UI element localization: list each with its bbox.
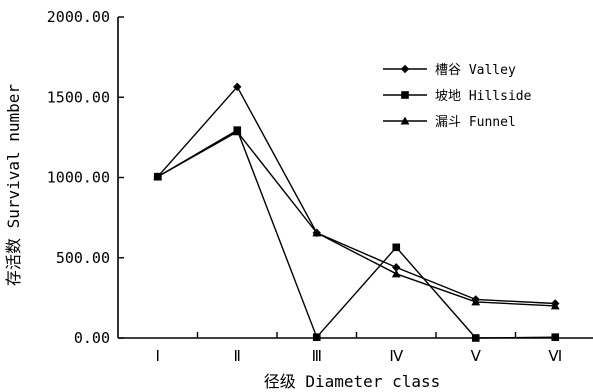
diamond-marker: [233, 82, 242, 92]
triangle-marker: [312, 228, 322, 237]
axes: [117, 17, 593, 339]
x-tick-label: Ⅲ: [312, 347, 322, 365]
square-marker: [551, 333, 560, 341]
triangle-marker: [391, 269, 401, 278]
y-axis-ticks: 0.00 500.00 1000.00 1500.00 2000.00: [47, 8, 124, 347]
triangle-marker: [471, 297, 481, 306]
y-tick-label: 1500.00: [47, 88, 110, 106]
series-line: [157, 129, 556, 339]
y-tick-label: 0.00: [74, 329, 110, 347]
series-square: [153, 126, 560, 342]
triangle-marker: [232, 127, 242, 136]
diamond-marker: [392, 263, 401, 272]
y-tick-label: 500.00: [56, 249, 110, 267]
x-axis-title: 径级 Diameter class: [264, 372, 441, 391]
square-marker: [401, 91, 409, 99]
x-tick-label: Ⅴ: [471, 347, 482, 365]
diamond-marker: [400, 64, 410, 74]
series-line: [157, 85, 556, 305]
legend-entry: 坡地 Hillside: [383, 89, 532, 104]
series-line: [157, 130, 556, 307]
x-tick-label: Ⅱ: [234, 347, 241, 365]
series-triangle: [153, 127, 560, 310]
y-axis-title: 存活数 Survival number: [4, 84, 23, 286]
square-marker: [392, 243, 401, 252]
triangle-marker: [400, 116, 410, 125]
y-tick-label: 2000.00: [47, 8, 110, 26]
legend-label: 槽谷 Valley: [435, 63, 516, 78]
x-tick-label: Ⅰ: [156, 347, 160, 365]
y-tick-label: 1000.00: [47, 169, 110, 187]
x-tick-label: Ⅳ: [389, 347, 403, 365]
triangle-marker: [153, 172, 163, 181]
legend-label: 漏斗 Funnel: [435, 114, 516, 130]
square-marker: [471, 334, 480, 342]
triangle-marker: [550, 301, 560, 310]
legend-label: 坡地 Hillside: [435, 89, 532, 104]
legend: 槽谷 Valley 坡地 Hillside 漏斗 Funnel: [383, 63, 532, 130]
series-layer: [153, 82, 560, 342]
x-tick-label: Ⅵ: [548, 347, 562, 365]
legend-entry: 漏斗 Funnel: [383, 114, 516, 130]
square-marker: [312, 333, 321, 341]
legend-entry: 槽谷 Valley: [383, 63, 516, 78]
